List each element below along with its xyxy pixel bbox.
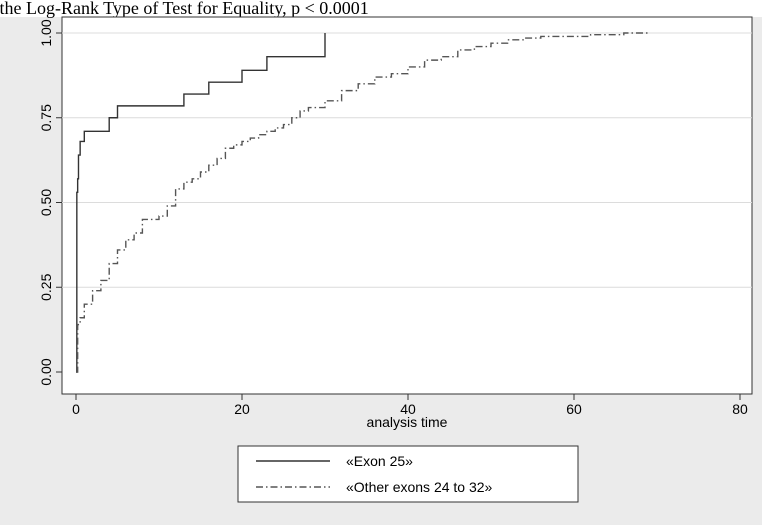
y-tick-label: 0.50 — [38, 189, 54, 216]
x-tick-label: 40 — [400, 401, 416, 417]
series-line-0 — [76, 33, 326, 373]
legend-label-exon-25: «Exon 25» — [346, 453, 413, 469]
legend-box — [237, 445, 579, 503]
x-tick-label: 20 — [234, 401, 250, 417]
legend: «Exon 25» «Other exons 24 to 32» — [237, 445, 579, 503]
axis-ticks: 0.00 0.25 0.50 0.75 1.00 0 20 40 60 80 — [38, 19, 748, 417]
x-tick-label: 60 — [566, 401, 582, 417]
x-axis-label: analysis time — [367, 414, 448, 430]
legend-label-other-exons: «Other exons 24 to 32» — [346, 479, 493, 495]
plot-area — [61, 16, 753, 395]
x-tick-label: 80 — [732, 401, 748, 417]
x-tick-label: 0 — [72, 401, 80, 417]
y-tick-label: 1.00 — [38, 19, 54, 46]
y-tick-label: 0.25 — [38, 273, 54, 300]
series-layer — [76, 32, 649, 373]
y-tick-label: 0.00 — [38, 358, 54, 385]
header-caption: g the Log-Rank Type of Test for Equality… — [0, 0, 369, 18]
header-strip — [0, 0, 762, 17]
series-line-1 — [76, 32, 649, 373]
y-tick-label: 0.75 — [38, 104, 54, 131]
